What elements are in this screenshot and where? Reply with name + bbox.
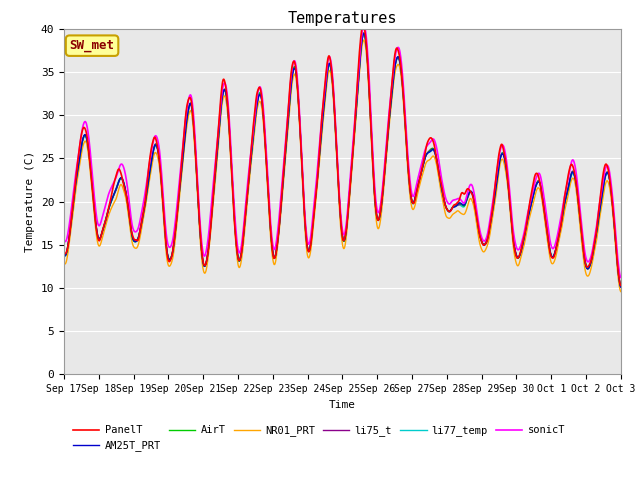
AirT — [376, 212, 384, 218]
li77_temp — [376, 211, 384, 217]
Line: sonicT: sonicT — [64, 26, 621, 277]
sonicT — [510, 234, 518, 240]
sonicT — [360, 23, 368, 29]
AM25T_PRT — [360, 31, 367, 36]
PanelT — [60, 251, 68, 256]
sonicT — [376, 205, 384, 211]
AirT — [116, 177, 124, 182]
li75_t — [360, 30, 367, 36]
PanelT — [617, 283, 625, 288]
AM25T_PRT — [236, 257, 244, 263]
NR01_PRT — [510, 251, 518, 256]
AM25T_PRT — [510, 243, 518, 249]
AirT — [236, 258, 244, 264]
AirT — [617, 284, 625, 289]
li77_temp — [236, 255, 244, 261]
PanelT — [542, 218, 550, 224]
li77_temp — [510, 243, 518, 249]
AM25T_PRT — [609, 207, 617, 213]
li77_temp — [542, 217, 550, 223]
PanelT — [609, 207, 617, 213]
NR01_PRT — [376, 220, 384, 226]
AirT — [542, 217, 550, 223]
li77_temp — [60, 253, 68, 259]
li77_temp — [617, 282, 625, 288]
AM25T_PRT — [60, 252, 68, 258]
NR01_PRT — [609, 214, 617, 219]
AM25T_PRT — [376, 212, 384, 218]
AirT — [609, 207, 617, 213]
PanelT — [510, 244, 518, 250]
sonicT — [116, 164, 124, 169]
Line: AM25T_PRT: AM25T_PRT — [64, 34, 621, 287]
li77_temp — [116, 176, 124, 182]
li75_t — [542, 217, 550, 223]
li75_t — [510, 242, 518, 248]
AM25T_PRT — [542, 217, 550, 223]
Line: AirT: AirT — [64, 33, 621, 287]
Line: li75_t: li75_t — [64, 33, 621, 286]
sonicT — [542, 205, 550, 211]
sonicT — [617, 275, 625, 280]
Line: li77_temp: li77_temp — [64, 34, 621, 285]
NR01_PRT — [542, 225, 550, 230]
li75_t — [116, 177, 124, 183]
NR01_PRT — [360, 37, 367, 43]
Title: Temperatures: Temperatures — [287, 11, 397, 26]
AirT — [360, 30, 367, 36]
Line: NR01_PRT: NR01_PRT — [64, 40, 621, 291]
li75_t — [236, 258, 244, 264]
AirT — [510, 243, 518, 249]
AM25T_PRT — [617, 284, 625, 290]
Y-axis label: Temperature (C): Temperature (C) — [25, 151, 35, 252]
PanelT — [359, 22, 367, 27]
X-axis label: Time: Time — [329, 400, 356, 409]
Text: SW_met: SW_met — [70, 39, 115, 52]
sonicT — [609, 199, 617, 205]
PanelT — [116, 167, 124, 173]
sonicT — [236, 250, 244, 255]
PanelT — [376, 211, 384, 217]
li75_t — [376, 211, 384, 216]
li75_t — [609, 207, 617, 213]
NR01_PRT — [617, 288, 625, 294]
AirT — [60, 252, 68, 257]
Legend: PanelT, AM25T_PRT, AirT, NR01_PRT, li75_t, li77_temp, sonicT: PanelT, AM25T_PRT, AirT, NR01_PRT, li75_… — [69, 421, 569, 456]
li75_t — [617, 283, 625, 288]
li77_temp — [360, 31, 367, 36]
NR01_PRT — [116, 184, 124, 190]
Line: PanelT: PanelT — [64, 24, 621, 286]
NR01_PRT — [60, 261, 68, 267]
sonicT — [60, 239, 68, 244]
AM25T_PRT — [116, 177, 124, 182]
li75_t — [60, 252, 68, 258]
li77_temp — [609, 207, 617, 213]
PanelT — [236, 257, 244, 263]
NR01_PRT — [236, 264, 244, 270]
